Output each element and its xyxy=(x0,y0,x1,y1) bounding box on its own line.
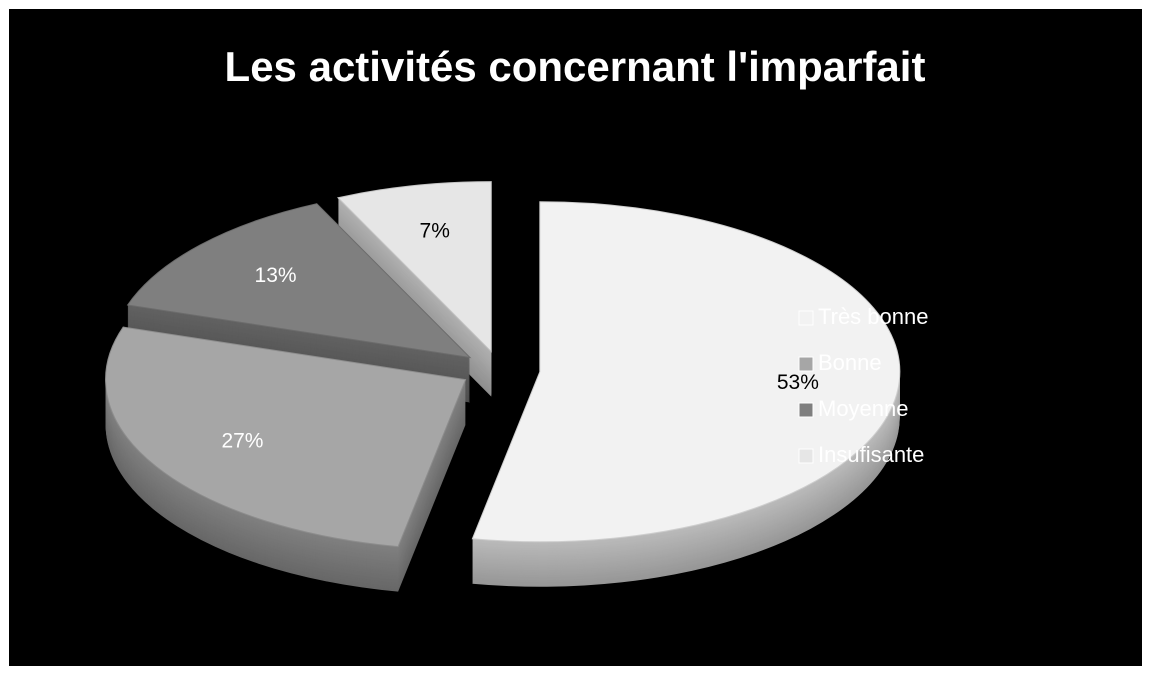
data-label: 7% xyxy=(420,220,450,243)
slice xyxy=(471,201,901,543)
data-label: 27% xyxy=(221,429,263,452)
legend-label: Moyenne xyxy=(818,396,909,421)
legend-swatch xyxy=(798,310,814,326)
slice xyxy=(336,181,492,353)
data-label: 53% xyxy=(777,371,819,394)
slice xyxy=(105,326,467,548)
legend-swatch xyxy=(798,402,814,418)
legend-swatch xyxy=(798,356,814,372)
legend-swatch xyxy=(798,448,814,464)
legend-label: Très bonne xyxy=(818,304,928,329)
legend-label: Bonne xyxy=(818,350,882,375)
data-label: 13% xyxy=(255,264,297,287)
chart-title: Les activités concernant l'imparfait xyxy=(225,43,926,90)
legend-label: Insufisante xyxy=(818,442,924,467)
slice xyxy=(126,203,472,359)
